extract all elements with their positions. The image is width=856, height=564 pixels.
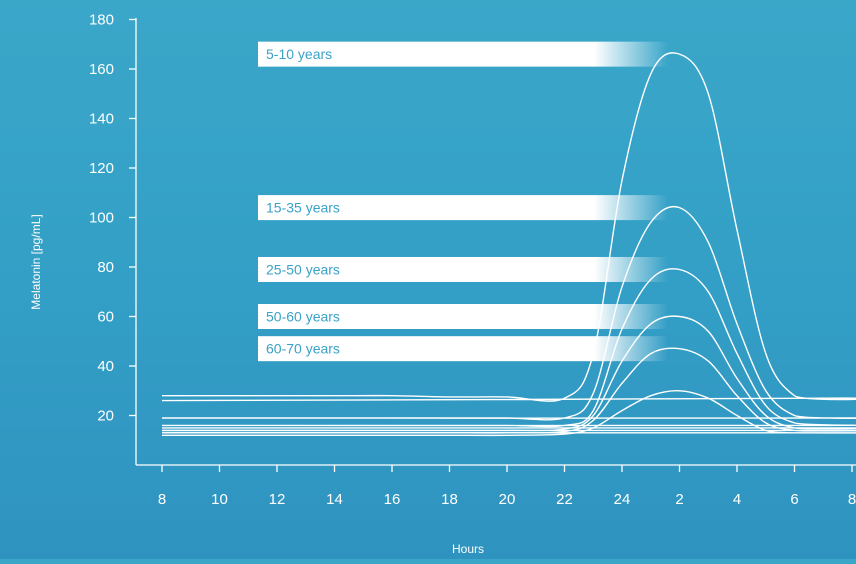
series-tag-band <box>258 336 668 362</box>
series-curves <box>161 52 856 437</box>
series-tag-band <box>258 41 668 67</box>
y-tick-label: 40 <box>97 358 114 375</box>
x-tick-label: 10 <box>211 491 228 508</box>
series-line <box>161 52 856 402</box>
y-axis-title: Melatonin [pg/mL] <box>29 214 43 309</box>
y-tick-label: 120 <box>89 160 114 177</box>
series-labels: 5-10 years 15-35 years 25-50 years 50-60 ye… <box>258 41 668 362</box>
y-tick-label: 100 <box>89 210 114 227</box>
series-tag-band <box>258 304 668 329</box>
axes <box>135 18 856 466</box>
series-tag: 15-35 years <box>258 195 668 221</box>
series-tag: 5-10 years <box>258 41 668 67</box>
y-tick-label: 140 <box>89 111 114 128</box>
series-tag-label: 50-60 years <box>266 309 340 325</box>
x-ticks: 8 10 12 14 16 18 20 22 24 2 4 6 8 <box>158 465 856 508</box>
x-tick-label: 18 <box>441 491 458 508</box>
y-tick-label: 20 <box>97 408 114 425</box>
series-tag: 25-50 years <box>258 256 668 282</box>
series-line <box>161 205 856 421</box>
y-tick-label: 160 <box>89 61 114 78</box>
series-line <box>161 390 856 437</box>
series-tag-label: 15-35 years <box>266 200 340 216</box>
x-tick-label: 16 <box>384 491 401 508</box>
x-tick-label: 8 <box>158 491 166 508</box>
x-tick-label: 22 <box>556 491 573 508</box>
y-ticks: 20 40 60 80 100 120 140 160 180 <box>89 12 136 425</box>
series-tag-label: 60-70 years <box>266 341 340 357</box>
x-tick-label: 8 <box>848 491 856 508</box>
series-line <box>162 315 856 432</box>
series-tag-band <box>258 256 668 282</box>
x-tick-label: 24 <box>614 491 631 508</box>
y-tick-label: 180 <box>89 12 114 29</box>
x-tick-label: 20 <box>499 491 516 508</box>
series-tag-band <box>258 195 668 221</box>
x-tick-label: 12 <box>269 491 286 508</box>
series-tag: 60-70 years <box>258 336 668 362</box>
series-line <box>161 268 856 428</box>
y-tick-label: 60 <box>97 309 114 326</box>
series-tag: 50-60 years <box>258 304 668 329</box>
x-tick-label: 2 <box>675 491 683 508</box>
x-tick-label: 14 <box>326 491 343 508</box>
x-tick-label: 6 <box>790 491 798 508</box>
y-tick-label: 80 <box>97 259 114 276</box>
series-tag-label: 5-10 years <box>266 46 332 62</box>
x-tick-label: 4 <box>733 491 741 508</box>
x-axis-title: Hours <box>452 542 484 556</box>
series-tag-label: 25-50 years <box>266 261 340 277</box>
